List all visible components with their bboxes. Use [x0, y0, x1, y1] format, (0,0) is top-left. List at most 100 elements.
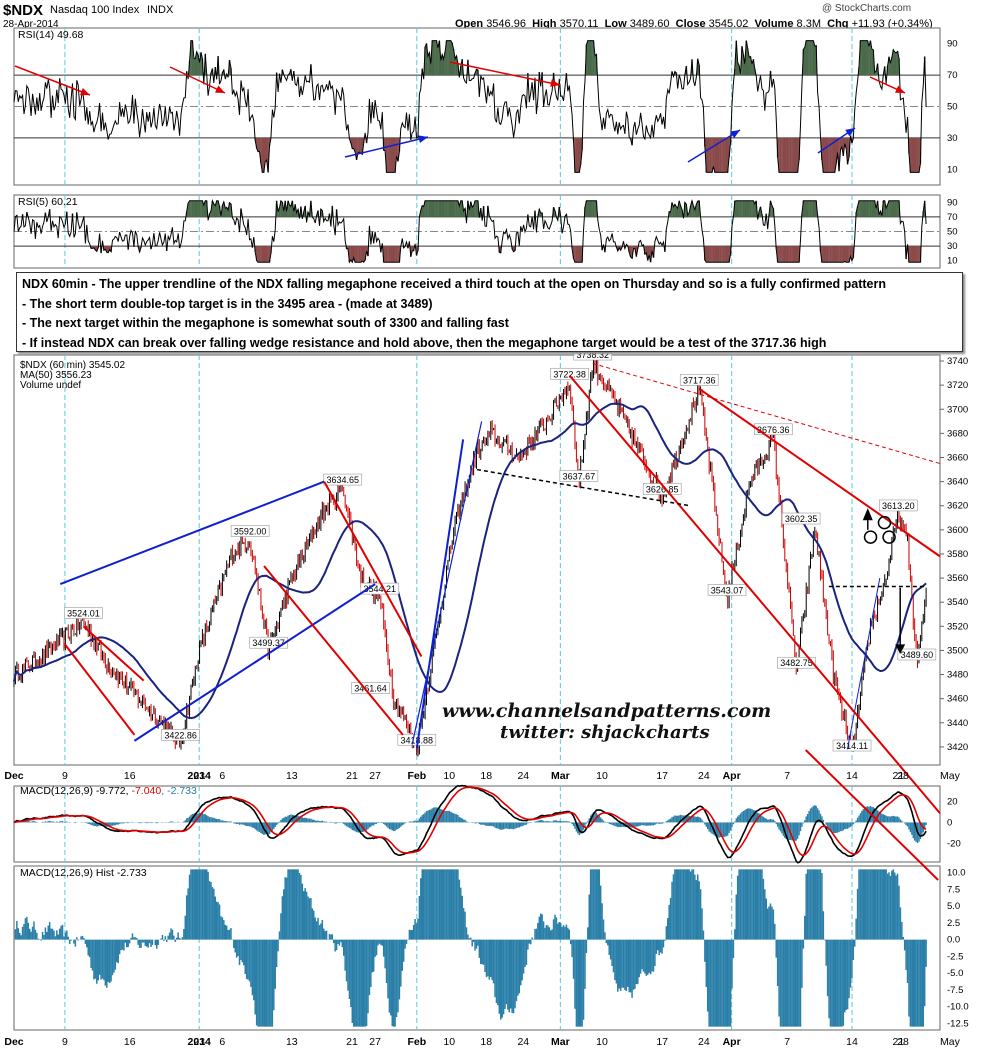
price-x-label: 7: [784, 770, 790, 782]
blue-thin-line: [846, 577, 881, 750]
price-x-label: 2014: [188, 770, 212, 782]
rsi-tick-label: 10: [947, 164, 958, 175]
price-label-text: 3489.60: [901, 650, 934, 660]
price-label: 3676.36: [754, 423, 793, 436]
price-label-text: 3418.88: [401, 735, 434, 745]
price-label: 3634.65: [323, 473, 363, 486]
price-tick-label: 3720: [947, 380, 968, 391]
close-value: 3545.02: [708, 18, 749, 30]
rsi-line: [13, 198, 927, 264]
rsi-red-arrow-head: [80, 88, 90, 96]
price-label-text: 3626.85: [646, 484, 679, 494]
red-flag-2: [64, 643, 136, 736]
rsi-red-arrow: [169, 66, 226, 94]
price-x-label: 23: [193, 770, 205, 782]
high-value: 3570.11: [559, 18, 599, 30]
price-label: 3637.67: [559, 470, 599, 482]
rsi-tick-label: 50: [947, 102, 958, 113]
index-name: Nasdaq 100 Index: [50, 4, 140, 16]
price-label: 3592.00: [230, 525, 270, 537]
hist-tick-label: -12.5: [947, 1018, 969, 1029]
symbol: $NDX: [3, 2, 44, 19]
hist-x-label: Dec: [4, 1036, 23, 1048]
rsi-tick-label: 90: [947, 39, 958, 50]
hist-x-label: 16: [124, 1036, 136, 1048]
price-label-box: [679, 374, 719, 386]
price-label: 3482.75: [777, 656, 816, 669]
hist-x-label: 27: [369, 1036, 381, 1048]
price-label: 3461.64: [351, 682, 390, 694]
megaphone-lower-extension: [805, 749, 939, 881]
hist-x-label: May: [940, 1036, 961, 1048]
hist-tick-label: -2.5: [947, 951, 963, 962]
price-label-text: 3422.86: [164, 730, 197, 740]
rsi-line: [13, 40, 927, 174]
price-label-text: 3544.21: [363, 584, 396, 594]
price-x-label: 24: [517, 770, 529, 782]
price-label-text: 3717.36: [683, 375, 716, 385]
rsi-title: RSI(5) 60.21: [18, 196, 78, 208]
price-tick-label: 3560: [947, 573, 968, 584]
low-value: 3489.60: [629, 18, 670, 30]
price-x-label: 9: [62, 770, 68, 782]
price-x-label: 24: [698, 770, 710, 782]
double-top-circle: [863, 530, 878, 544]
hist-x-label: 14: [846, 1036, 858, 1048]
macd-title: MACD(12,26,9) -9.772, -7.040, -2.733: [20, 785, 197, 797]
hist-x-label: 24: [517, 1036, 529, 1048]
open-label: Open: [455, 18, 484, 30]
price-label-text: 3738.32: [576, 350, 609, 360]
ohlc-readout: Open 3546.96 High 3570.11 Low 3489.60 Cl…: [455, 18, 933, 30]
price-tick-label: 3600: [947, 525, 968, 536]
price-tick-label: 3540: [947, 597, 968, 608]
annotation-line: NDX 60min - The upper trendline of the N…: [22, 277, 887, 291]
blue-rally-line: [415, 439, 465, 749]
blue-channel-upper: [59, 480, 325, 586]
up-arrow: [862, 508, 873, 521]
price-tick-label: 3440: [947, 718, 968, 729]
price-label-text: 3524.01: [67, 608, 100, 618]
macd-tick-label: 20: [947, 797, 958, 808]
price-x-label: Dec: [4, 770, 23, 782]
rsi-red-arrow-head: [895, 85, 905, 93]
price-label: 3613.20: [879, 499, 918, 512]
price-tick-label: 3740: [947, 356, 968, 367]
price-label-text: 3722.38: [553, 369, 586, 379]
price-label-box: [351, 682, 390, 694]
price-label-text: 3543.07: [711, 586, 744, 596]
price-label-text: 3637.67: [563, 471, 596, 481]
price-label: 3422.86: [161, 729, 200, 741]
price-label-box: [897, 648, 937, 661]
annotation-line: - The short term double-top target is in…: [22, 296, 433, 311]
price-x-label: 16: [124, 770, 136, 782]
hist-x-label: 18: [480, 1036, 492, 1048]
ma50-line: [13, 402, 927, 720]
price-tick-label: 3460: [947, 694, 968, 705]
red-flag-4: [323, 481, 423, 657]
blue-channel-lower: [133, 583, 376, 742]
price-label: 3717.36: [679, 374, 719, 386]
hist-x-label: 24: [698, 1036, 710, 1048]
hist-x-label: Mar: [551, 1036, 570, 1048]
hist-x-label: 10: [596, 1036, 608, 1048]
rsi-red-arrow-head: [550, 79, 560, 87]
hist-tick-label: -10.0: [947, 1002, 969, 1013]
chart-date: 28-Apr-2014: [3, 19, 59, 30]
annotation-line: - The next target within the megaphone i…: [22, 316, 509, 330]
hist-x-label: 21: [892, 1036, 904, 1048]
macd-tick-label: 0: [947, 817, 952, 828]
price-label-box: [754, 423, 793, 436]
price-label-text: 3602.35: [785, 514, 818, 524]
blue-rally-line-2: [411, 421, 483, 745]
price-label-text: 3461.64: [354, 684, 387, 694]
price-x-label: May: [940, 770, 961, 782]
hist-x-label: Apr: [723, 1036, 741, 1048]
hist-tick-label: 2.5: [947, 918, 960, 929]
hist-tick-label: 7.5: [947, 884, 960, 895]
price-tick-label: 3660: [947, 453, 968, 464]
price-tick-label: 3680: [947, 428, 968, 439]
rsi-blue-arrow: [344, 136, 429, 158]
rsi-blue-arrow: [687, 129, 741, 163]
watermark-twitter: twitter: shjackcharts: [500, 722, 710, 743]
